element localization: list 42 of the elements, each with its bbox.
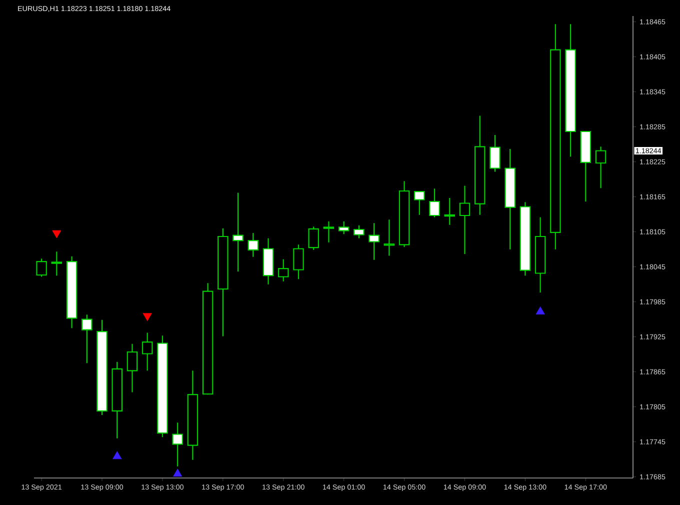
candlestick <box>187 370 198 460</box>
candlestick <box>142 332 153 372</box>
candlestick <box>36 258 47 278</box>
candlestick <box>534 216 546 294</box>
candlestick <box>338 220 350 235</box>
candlestick <box>248 232 259 258</box>
candlestick <box>474 115 486 216</box>
candlestick <box>490 134 500 172</box>
candlestick <box>232 192 244 272</box>
candlestick <box>398 180 410 248</box>
candlestick <box>323 220 334 243</box>
candlestick <box>459 185 470 255</box>
candlestick <box>429 188 440 218</box>
point <box>112 451 122 460</box>
candlestick <box>580 130 592 202</box>
candlestick <box>157 335 168 438</box>
candlestick <box>504 148 516 250</box>
candlestick <box>262 238 274 285</box>
candlestick <box>218 228 228 337</box>
candlestick <box>565 24 576 158</box>
candlestick <box>202 282 214 396</box>
candlestick <box>96 319 108 416</box>
candlestick <box>278 258 289 282</box>
candlestick <box>66 256 78 329</box>
candlestick <box>550 24 561 250</box>
candlestick <box>308 226 319 250</box>
point <box>142 313 152 322</box>
candlestick <box>51 251 62 276</box>
candlestick <box>126 343 138 393</box>
point <box>173 468 182 477</box>
candlestick <box>112 361 123 439</box>
candlestick <box>354 224 364 239</box>
candlestick <box>414 191 425 216</box>
candlestick <box>595 146 606 189</box>
candlestick <box>172 422 183 467</box>
candlestick <box>520 202 531 276</box>
candlestick <box>82 314 92 364</box>
candlestick <box>384 219 395 256</box>
candlestick <box>444 197 456 226</box>
candlestick <box>368 222 380 260</box>
point <box>52 230 62 238</box>
candlestick <box>293 244 304 280</box>
